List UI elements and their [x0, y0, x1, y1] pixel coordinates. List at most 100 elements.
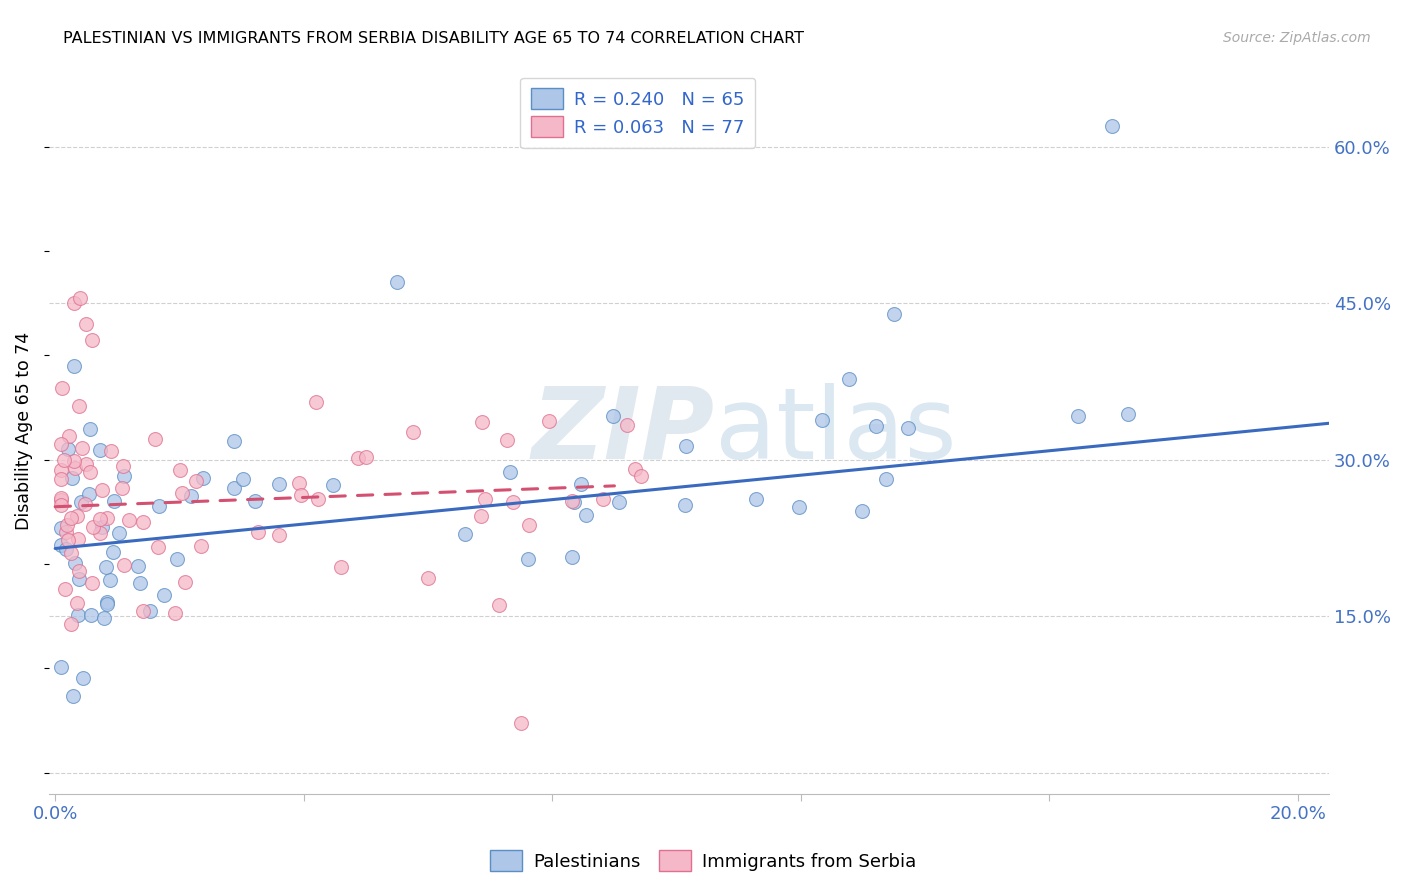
- Point: [787, 500, 810, 514]
- Point: [94, 560, 117, 574]
- Point: [89, 526, 111, 541]
- Point: [630, 468, 652, 483]
- Point: [51, 491, 73, 505]
- Point: [346, 450, 368, 465]
- Point: [307, 491, 329, 506]
- Point: [60, 470, 83, 484]
- Point: [561, 549, 583, 564]
- Point: [63, 296, 86, 310]
- Point: [322, 478, 344, 492]
- Point: [502, 495, 524, 509]
- Point: [56, 442, 79, 457]
- Point: [385, 276, 408, 290]
- Point: [184, 474, 207, 488]
- Point: [330, 559, 353, 574]
- Point: [851, 504, 873, 518]
- Legend: R = 0.240   N = 65, R = 0.063   N = 77: R = 0.240 N = 65, R = 0.063 N = 77: [520, 78, 755, 148]
- Point: [232, 472, 254, 486]
- Point: [148, 499, 170, 513]
- Point: [495, 433, 517, 447]
- Point: [63, 461, 86, 475]
- Point: [418, 571, 440, 585]
- Point: [77, 487, 100, 501]
- Point: [112, 458, 135, 473]
- Point: [1067, 409, 1090, 423]
- Point: [470, 508, 492, 523]
- Point: [52, 453, 75, 467]
- Point: [454, 526, 477, 541]
- Point: [174, 575, 197, 590]
- Point: [62, 689, 84, 703]
- Point: [290, 488, 312, 502]
- Point: [91, 483, 114, 497]
- Point: [67, 399, 90, 413]
- Y-axis label: Disability Age 65 to 74: Disability Age 65 to 74: [15, 332, 32, 530]
- Point: [883, 307, 905, 321]
- Point: [70, 441, 93, 455]
- Point: [267, 477, 290, 491]
- Point: [51, 538, 73, 552]
- Point: [69, 291, 91, 305]
- Point: [571, 476, 593, 491]
- Point: [129, 576, 152, 591]
- Point: [80, 608, 103, 623]
- Point: [66, 509, 89, 524]
- Point: [79, 422, 101, 436]
- Point: [66, 596, 89, 610]
- Point: [51, 660, 73, 674]
- Point: [838, 372, 860, 386]
- Point: [474, 491, 496, 506]
- Point: [67, 572, 90, 586]
- Point: [117, 513, 139, 527]
- Point: [101, 544, 124, 558]
- Point: [153, 588, 176, 602]
- Point: [288, 476, 311, 491]
- Point: [562, 495, 585, 509]
- Point: [100, 444, 122, 458]
- Point: [110, 481, 132, 495]
- Point: [89, 511, 111, 525]
- Point: [96, 597, 118, 611]
- Point: [675, 439, 697, 453]
- Point: [537, 414, 560, 428]
- Point: [607, 494, 630, 508]
- Point: [89, 443, 111, 458]
- Point: [488, 598, 510, 612]
- Point: [575, 508, 598, 522]
- Point: [811, 412, 834, 426]
- Point: [602, 409, 624, 424]
- Point: [897, 421, 920, 435]
- Point: [55, 541, 77, 556]
- Point: [305, 395, 328, 409]
- Point: [243, 494, 266, 508]
- Point: [53, 582, 76, 597]
- Point: [63, 359, 86, 373]
- Point: [60, 617, 83, 632]
- Text: ZIP: ZIP: [531, 383, 714, 480]
- Point: [561, 494, 583, 508]
- Point: [51, 472, 73, 486]
- Point: [673, 498, 696, 512]
- Point: [510, 715, 533, 730]
- Point: [190, 539, 212, 553]
- Point: [169, 462, 191, 476]
- Point: [67, 608, 90, 623]
- Point: [616, 418, 638, 433]
- Point: [59, 546, 82, 560]
- Point: [402, 425, 425, 439]
- Point: [63, 556, 86, 570]
- Point: [63, 454, 86, 468]
- Point: [499, 465, 522, 479]
- Point: [55, 517, 77, 532]
- Point: [91, 519, 114, 533]
- Point: [114, 558, 136, 572]
- Point: [132, 604, 155, 618]
- Point: [103, 493, 125, 508]
- Point: [67, 532, 90, 546]
- Point: [172, 486, 194, 500]
- Point: [100, 573, 122, 587]
- Point: [165, 607, 187, 621]
- Point: [73, 497, 96, 511]
- Point: [745, 492, 768, 507]
- Point: [517, 517, 540, 532]
